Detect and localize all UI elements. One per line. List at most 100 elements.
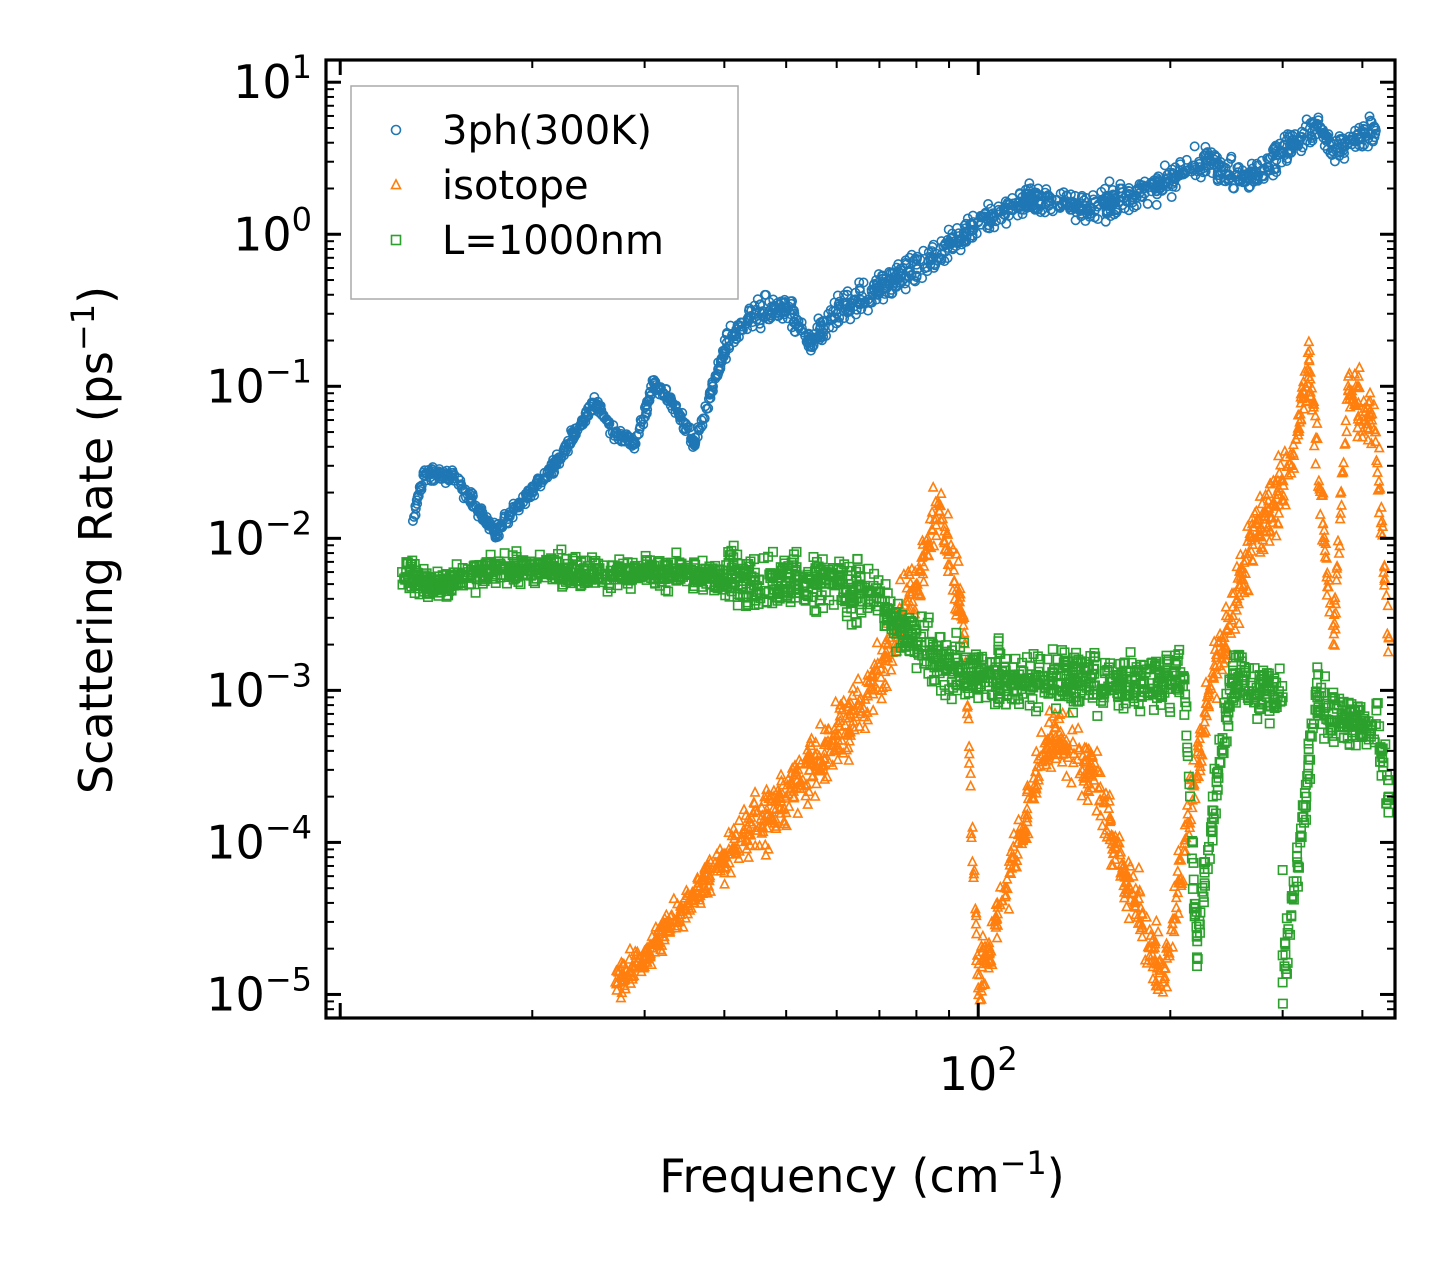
data-point	[566, 425, 577, 436]
data-point	[794, 782, 806, 793]
data-point	[675, 902, 687, 914]
data-point	[830, 695, 842, 707]
data-point	[989, 222, 1000, 233]
data-point	[1180, 165, 1191, 176]
data-point	[917, 538, 929, 549]
data-point	[656, 939, 668, 950]
data-point	[945, 538, 957, 550]
data-point	[911, 259, 922, 270]
data-point	[872, 683, 884, 695]
data-point	[726, 829, 738, 841]
data-point	[668, 398, 679, 409]
data-point	[518, 497, 529, 508]
data-point	[934, 252, 945, 263]
data-point	[750, 308, 761, 319]
data-point	[843, 754, 855, 765]
data-point	[917, 567, 929, 579]
data-point	[942, 242, 953, 253]
data-point	[775, 768, 787, 780]
data-point	[1192, 166, 1203, 177]
data-point	[1232, 171, 1243, 182]
data-point	[898, 567, 910, 579]
data-point	[904, 576, 916, 588]
data-point	[850, 295, 861, 306]
data-point	[814, 717, 826, 729]
data-point	[833, 316, 844, 327]
data-point	[795, 757, 807, 768]
data-point	[906, 249, 917, 260]
data-point	[819, 735, 831, 747]
data-point	[1262, 161, 1273, 172]
data-point	[465, 493, 476, 504]
data-point	[985, 944, 997, 956]
data-point	[822, 722, 834, 734]
data-point	[1284, 145, 1295, 156]
data-point	[982, 222, 993, 233]
data-point	[970, 917, 982, 929]
data-point	[983, 199, 994, 210]
data-point	[624, 942, 636, 954]
data-point	[1200, 141, 1211, 152]
data-point	[878, 294, 889, 305]
data-point	[918, 575, 930, 587]
data-point	[976, 945, 988, 957]
data-point	[844, 734, 856, 746]
data-point	[1104, 176, 1115, 187]
data-point	[493, 530, 504, 541]
data-point	[833, 299, 844, 310]
data-point	[879, 636, 891, 648]
data-point	[815, 323, 826, 334]
data-point	[944, 558, 956, 570]
data-point	[803, 785, 815, 797]
data-point	[1168, 168, 1179, 179]
data-point	[802, 743, 814, 755]
data-point	[975, 979, 987, 991]
data-point	[941, 544, 953, 556]
data-point	[1337, 142, 1348, 153]
data-point	[749, 839, 761, 851]
data-point	[872, 656, 884, 668]
data-point	[990, 921, 1002, 932]
data-point	[935, 513, 947, 525]
data-point	[979, 977, 991, 989]
data-point	[1040, 187, 1051, 198]
data-point	[963, 712, 975, 724]
data-point	[1088, 194, 1099, 205]
data-point	[870, 664, 882, 675]
data-point	[1101, 208, 1112, 219]
data-point	[785, 296, 796, 307]
data-point	[448, 473, 459, 484]
data-point	[839, 718, 851, 730]
data-point	[1170, 173, 1181, 184]
data-point	[1070, 190, 1081, 201]
data-point	[678, 902, 690, 913]
data-point	[633, 951, 645, 963]
data-point	[448, 467, 459, 478]
data-point	[965, 767, 977, 778]
data-point	[952, 555, 964, 566]
data-point	[611, 983, 623, 995]
data-point	[724, 335, 735, 346]
data-point	[770, 803, 782, 815]
data-point	[880, 654, 892, 666]
data-point	[994, 880, 1006, 892]
data-point	[1331, 135, 1342, 146]
data-point	[683, 896, 695, 908]
data-point	[1282, 129, 1293, 140]
data-point	[866, 668, 878, 680]
data-point	[649, 945, 661, 957]
data-point	[948, 574, 960, 586]
data-point	[1329, 156, 1340, 167]
data-point	[846, 689, 858, 701]
data-point	[1233, 162, 1244, 173]
data-point	[834, 743, 846, 755]
data-point	[947, 583, 959, 595]
data-point	[760, 848, 772, 860]
data-point	[733, 852, 745, 864]
data-point	[805, 739, 817, 751]
data-point	[970, 906, 982, 918]
data-point	[1297, 142, 1308, 153]
data-point	[832, 753, 844, 765]
data-point	[696, 887, 708, 898]
data-point	[671, 897, 683, 909]
